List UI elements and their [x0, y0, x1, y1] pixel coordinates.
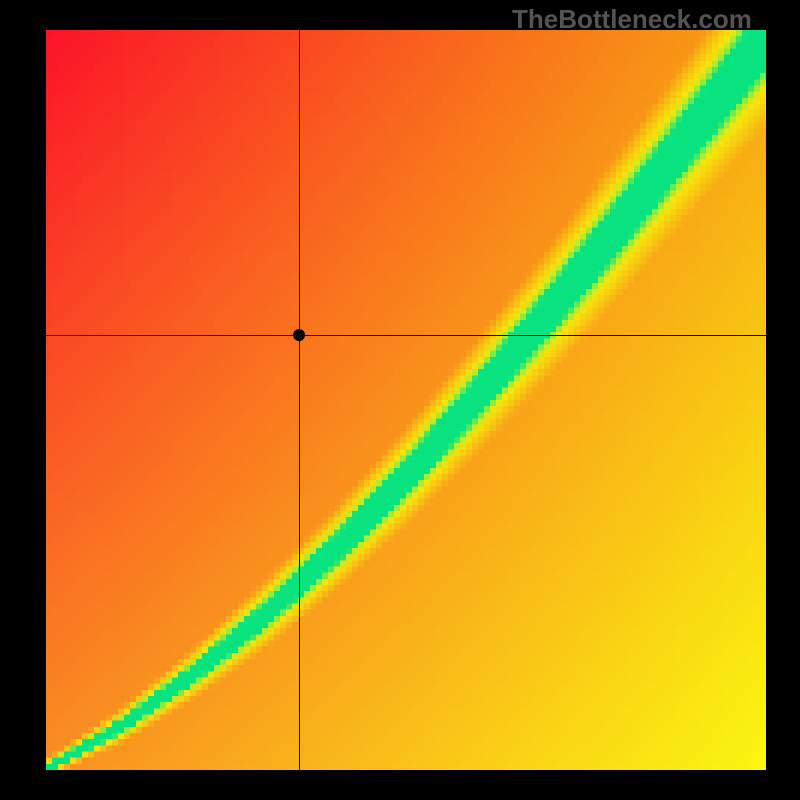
crosshair-vertical — [299, 30, 300, 770]
crosshair-marker — [293, 329, 305, 341]
crosshair-horizontal — [46, 335, 766, 336]
watermark-text: TheBottleneck.com — [512, 4, 752, 35]
heatmap-plot — [46, 30, 766, 770]
heatmap-canvas — [46, 30, 766, 770]
